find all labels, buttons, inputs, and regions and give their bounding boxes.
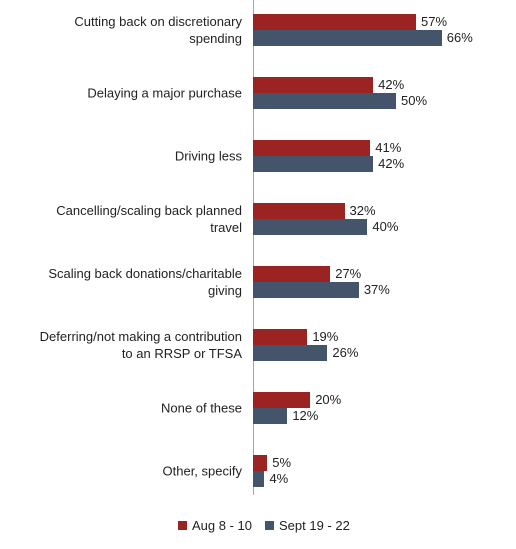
value-label: 66% bbox=[446, 30, 473, 45]
axis-line bbox=[253, 0, 254, 495]
legend-item: Aug 8 - 10 bbox=[178, 518, 252, 533]
value-label: 20% bbox=[315, 392, 342, 407]
bar bbox=[253, 156, 374, 172]
category-label: None of these bbox=[161, 400, 242, 416]
bar bbox=[253, 219, 368, 235]
value-label: 27% bbox=[335, 266, 362, 281]
bar bbox=[253, 30, 442, 46]
legend-label: Sept 19 - 22 bbox=[279, 518, 350, 533]
value-label: 32% bbox=[349, 203, 376, 218]
value-label: 57% bbox=[421, 14, 448, 29]
category-label: Cancelling/scaling back planned travel bbox=[56, 203, 242, 235]
value-label: 4% bbox=[269, 471, 289, 486]
category-label: Deferring/not making a contribution to a… bbox=[39, 329, 242, 361]
bar bbox=[253, 14, 417, 30]
bar bbox=[253, 408, 288, 424]
legend-label: Aug 8 - 10 bbox=[192, 518, 252, 533]
legend-item: Sept 19 - 22 bbox=[265, 518, 350, 533]
value-label: 50% bbox=[401, 93, 428, 108]
value-label: 5% bbox=[272, 455, 292, 470]
bar bbox=[253, 471, 265, 487]
bar bbox=[253, 93, 396, 109]
value-label: 37% bbox=[363, 282, 390, 297]
bar bbox=[253, 266, 331, 282]
value-label: 41% bbox=[375, 140, 402, 155]
bar bbox=[253, 282, 359, 298]
value-label: 12% bbox=[292, 408, 319, 423]
bar bbox=[253, 329, 308, 345]
bar bbox=[253, 140, 371, 156]
bar bbox=[253, 203, 345, 219]
value-label: 40% bbox=[372, 219, 399, 234]
legend-swatch bbox=[178, 521, 187, 530]
value-label: 19% bbox=[312, 329, 339, 344]
value-label: 26% bbox=[332, 345, 359, 360]
value-label: 42% bbox=[378, 77, 405, 92]
bar bbox=[253, 455, 268, 471]
category-label: Scaling back donations/charitable giving bbox=[48, 266, 242, 298]
legend-swatch bbox=[265, 521, 274, 530]
category-label: Cutting back on discretionary spending bbox=[74, 14, 242, 46]
category-label: Delaying a major purchase bbox=[87, 85, 242, 101]
value-label: 42% bbox=[378, 156, 405, 171]
bar bbox=[253, 345, 328, 361]
category-label: Other, specify bbox=[162, 463, 242, 479]
bar bbox=[253, 392, 311, 408]
category-label: Driving less bbox=[174, 148, 242, 164]
bar bbox=[253, 77, 374, 93]
